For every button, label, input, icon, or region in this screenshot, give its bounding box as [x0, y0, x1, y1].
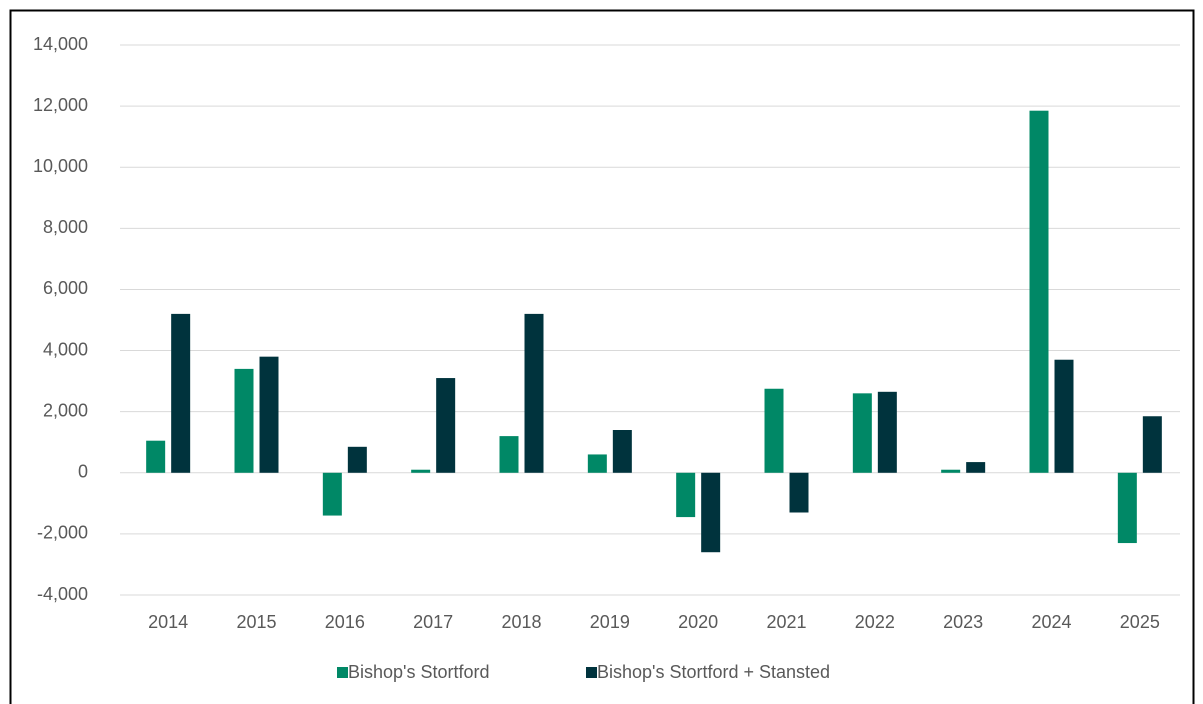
x-tick-label: 2020 — [678, 612, 718, 632]
bar — [259, 356, 279, 473]
y-tick-label: -4,000 — [37, 584, 88, 604]
x-tick-label: 2014 — [148, 612, 188, 632]
bar — [587, 454, 607, 473]
bar — [852, 393, 872, 473]
x-tick-label: 2018 — [501, 612, 541, 632]
bar — [676, 472, 696, 518]
bar — [524, 313, 544, 473]
x-tick-label: 2025 — [1120, 612, 1160, 632]
y-tick-label: 8,000 — [43, 217, 88, 237]
legend-swatch — [337, 667, 348, 678]
bar — [1029, 110, 1049, 473]
x-tick-label: 2022 — [855, 612, 895, 632]
bar — [941, 469, 961, 473]
x-tick-label: 2016 — [325, 612, 365, 632]
bar — [764, 388, 784, 473]
x-tick-label: 2019 — [590, 612, 630, 632]
bar — [436, 378, 456, 473]
y-tick-label: 6,000 — [43, 278, 88, 298]
y-tick-label: 12,000 — [33, 95, 88, 115]
legend-swatch — [586, 667, 597, 678]
y-tick-label: 2,000 — [43, 400, 88, 420]
y-tick-label: 10,000 — [33, 156, 88, 176]
bar — [322, 472, 342, 516]
y-tick-label: 0 — [78, 462, 88, 482]
y-tick-label: -2,000 — [37, 523, 88, 543]
bar — [1117, 472, 1137, 544]
bar — [1142, 416, 1162, 473]
x-tick-label: 2023 — [943, 612, 983, 632]
bar — [612, 430, 632, 473]
x-tick-label: 2015 — [236, 612, 276, 632]
bar — [1054, 359, 1074, 473]
legend-label: Bishop's Stortford + Stansted — [597, 662, 830, 682]
legend-label: Bishop's Stortford — [348, 662, 490, 682]
bar — [789, 472, 809, 513]
chart-frame — [9, 9, 1195, 704]
bar — [234, 368, 254, 473]
bar — [411, 469, 431, 473]
x-tick-label: 2024 — [1031, 612, 1071, 632]
bar — [347, 446, 367, 473]
bar — [701, 472, 721, 553]
bar — [499, 436, 519, 473]
bar — [877, 391, 897, 473]
bar — [171, 313, 191, 473]
bar — [966, 462, 986, 473]
y-tick-label: 14,000 — [33, 34, 88, 54]
y-tick-label: 4,000 — [43, 339, 88, 359]
x-tick-label: 2021 — [766, 612, 806, 632]
bar — [146, 440, 166, 473]
x-tick-label: 2017 — [413, 612, 453, 632]
